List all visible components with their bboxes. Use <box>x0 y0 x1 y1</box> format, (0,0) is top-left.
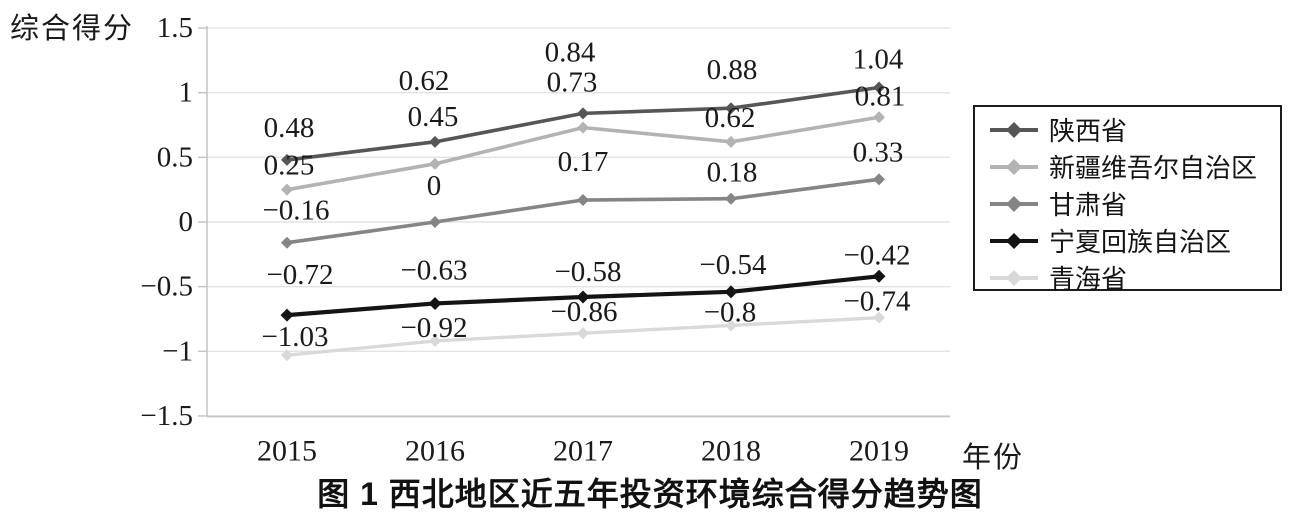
data-point-marker <box>281 236 293 249</box>
data-point-label: −1.03 <box>261 321 328 353</box>
data-point-label: 0.33 <box>853 136 904 168</box>
figure-caption: 图 1 西北地区近五年投资环境综合得分趋势图 <box>317 476 983 512</box>
data-point-label: 0.25 <box>264 150 315 182</box>
legend-label: 宁夏回族自治区 <box>1049 228 1232 257</box>
y-tick-label: −1.5 <box>140 400 193 432</box>
x-tick-label: 2016 <box>405 435 465 467</box>
legend: 陕西省 新疆维吾尔自治区 甘肃省 宁夏回族自治区 <box>973 105 1282 294</box>
data-point-label: −0.74 <box>843 286 911 318</box>
data-point-marker <box>872 269 886 283</box>
data-point-label: 0.18 <box>707 157 758 189</box>
data-point-label: −0.58 <box>554 256 621 288</box>
data-point-marker <box>280 308 294 322</box>
y-tick-label: 0 <box>179 206 194 238</box>
data-point-marker <box>428 296 442 310</box>
y-tick-label: 1 <box>179 77 194 109</box>
data-point-label: 0.48 <box>264 112 315 144</box>
data-point-label: −0.54 <box>699 249 767 281</box>
data-point-label: −0.8 <box>704 296 757 328</box>
data-point-label: 0.45 <box>408 101 459 133</box>
y-tick-label: 0.5 <box>157 141 193 173</box>
data-point-label: −0.63 <box>400 254 467 286</box>
data-point-marker <box>725 135 737 148</box>
data-point-marker <box>873 111 885 124</box>
data-point-label: −0.92 <box>400 312 467 344</box>
data-point-marker <box>281 153 293 166</box>
data-point-marker <box>429 157 441 170</box>
x-tick-label: 2015 <box>257 435 317 467</box>
legend-label: 甘肃省 <box>1049 191 1128 220</box>
data-point-label: 0.81 <box>855 80 906 112</box>
data-point-label: 0.62 <box>399 65 450 97</box>
data-point-marker <box>725 319 737 332</box>
data-point-label: 0.73 <box>547 67 598 99</box>
legend-label: 陕西省 <box>1049 117 1128 146</box>
data-point-marker <box>577 107 589 120</box>
x-tick-label: 2017 <box>553 435 613 467</box>
data-point-marker <box>724 285 738 299</box>
x-tick-label: 2019 <box>849 435 909 467</box>
data-point-label: −0.86 <box>550 296 617 328</box>
data-point-marker <box>429 216 441 228</box>
legend-line-marker-icon <box>990 121 1038 138</box>
data-point-marker <box>577 327 589 340</box>
legend-line-marker-icon <box>990 269 1038 286</box>
legend-label: 新疆维吾尔自治区 <box>1049 154 1258 183</box>
data-point-marker <box>873 173 885 186</box>
legend-item-ningxia: 宁夏回族自治区 <box>989 222 1276 259</box>
data-point-label: 0.84 <box>545 36 596 68</box>
data-point-marker <box>429 334 441 347</box>
data-point-label: 0.17 <box>558 146 609 178</box>
data-point-marker <box>873 81 885 94</box>
legend-item-xinjiang: 新疆维吾尔自治区 <box>989 148 1276 185</box>
y-tick-label: −1 <box>162 335 193 367</box>
data-point-label: 1.04 <box>853 44 904 76</box>
data-point-marker <box>873 311 885 324</box>
data-point-marker <box>725 192 737 205</box>
data-point-label: −0.16 <box>262 195 329 227</box>
legend-label: 青海省 <box>1049 265 1128 294</box>
legend-item-shaanxi: 陕西省 <box>989 111 1276 148</box>
y-axis-title: 综合得分 <box>10 13 135 45</box>
data-point-label: 0.88 <box>707 54 758 86</box>
data-point-label: −0.72 <box>266 259 333 291</box>
y-tick-label: 1.5 <box>157 12 193 44</box>
line-chart-plot: 1.5 1 0.5 0 −0.5 −1 −1.5 2015 2016 2017 2018 2019 0.… <box>140 12 950 467</box>
legend-line-marker-icon <box>990 195 1038 212</box>
x-tick-label: 2018 <box>701 435 761 467</box>
data-point-label: 0.62 <box>705 102 756 134</box>
legend-line-marker-icon <box>990 158 1038 175</box>
data-point-label: −0.42 <box>843 239 910 271</box>
data-point-marker <box>281 349 293 362</box>
data-point-label: 0 <box>427 170 442 202</box>
data-point-marker <box>576 290 590 304</box>
data-point-marker <box>577 121 589 134</box>
x-axis-title: 年份 <box>962 442 1025 474</box>
series-line <box>285 177 881 245</box>
data-point-marker <box>577 194 589 207</box>
legend-item-qinghai: 青海省 <box>989 259 1276 296</box>
data-point-marker <box>725 102 737 115</box>
data-point-marker <box>281 183 293 196</box>
data-point-marker <box>429 135 441 148</box>
y-tick-label: −0.5 <box>140 271 193 303</box>
legend-line-marker-icon <box>990 232 1038 249</box>
legend-item-gansu: 甘肃省 <box>989 185 1276 222</box>
